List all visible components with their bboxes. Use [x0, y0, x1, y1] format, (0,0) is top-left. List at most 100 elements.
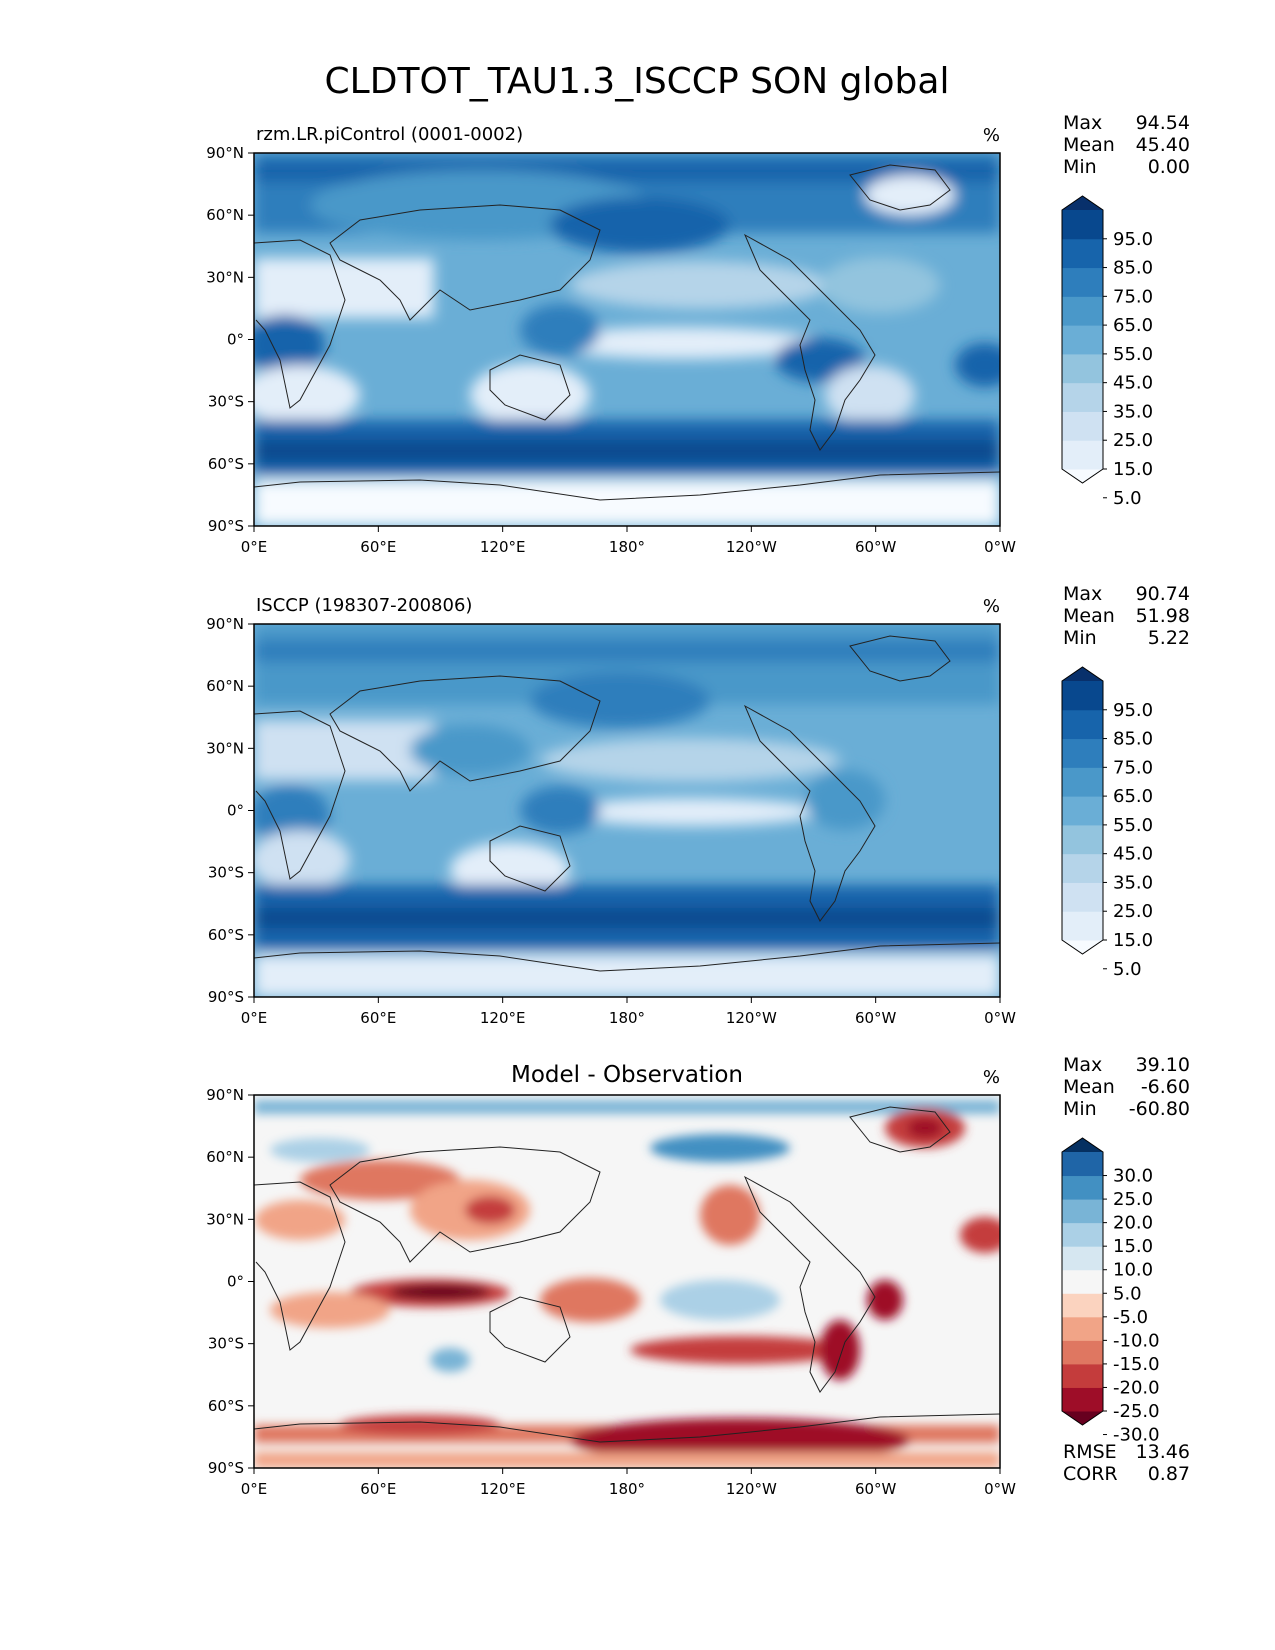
- x-tick-label: 120°W: [726, 1480, 777, 1498]
- stat-value: 94.54: [1136, 112, 1190, 134]
- colorbar-label: 95.0: [1113, 700, 1153, 721]
- panel-obs: ISCCP (198307-200806) % 90°N 60°N 30°N 0° 30…: [206, 583, 1190, 1027]
- colorbar-segment: [1062, 1199, 1103, 1224]
- x-tick-label: 120°E: [480, 1009, 526, 1027]
- colorbar-segment: [1062, 196, 1103, 210]
- panel-obs-units: %: [983, 596, 1000, 617]
- stat-value: -60.80: [1129, 1098, 1190, 1120]
- colorbar-label: 65.0: [1113, 786, 1153, 807]
- colorbar-label: -25.0: [1113, 1401, 1160, 1422]
- colorbar-segment: [1062, 238, 1103, 269]
- colorbar-label: 45.0: [1113, 844, 1153, 865]
- colorbar-segment: [1062, 1363, 1103, 1388]
- y-tick-label: 90°N: [206, 1086, 244, 1104]
- colorbar-segment: [1062, 824, 1103, 855]
- y-tick-label: 60°N: [206, 677, 244, 695]
- colorbar-label: 75.0: [1113, 757, 1153, 778]
- stat-label: Max: [1063, 583, 1102, 605]
- stat-label: Min: [1063, 627, 1097, 649]
- colorbar-label: -15.0: [1113, 1354, 1160, 1375]
- colorbar-label: -5.0: [1113, 1307, 1148, 1328]
- x-tick-label: 60°E: [360, 1480, 396, 1498]
- colorbar-segment: [1062, 440, 1103, 470]
- x-tick-label: 60°W: [855, 1480, 897, 1498]
- map-field-model: [254, 153, 1000, 526]
- colorbar-segment: [1062, 296, 1103, 326]
- colorbar-label: 65.0: [1113, 315, 1153, 336]
- colorbar-segment: [1062, 325, 1103, 355]
- colorbar-segment: [1062, 1316, 1103, 1341]
- colorbar-label: 95.0: [1113, 229, 1153, 250]
- colorbar-segment: [1062, 796, 1103, 826]
- colorbar-segment: [1062, 1293, 1103, 1318]
- x-tick-label: 0°W: [984, 1480, 1016, 1498]
- x-tick-label: 180°: [609, 538, 645, 556]
- stat-value: 45.40: [1136, 134, 1190, 156]
- x-tick-label: 60°E: [360, 538, 396, 556]
- colorbar-label: 55.0: [1113, 344, 1153, 365]
- colorbar-label: 25.0: [1113, 430, 1153, 451]
- extra-stat-value: 0.87: [1148, 1463, 1190, 1485]
- colorbar-segment: [1062, 681, 1103, 711]
- y-tick-label: 60°N: [206, 206, 244, 224]
- stat-value: 51.98: [1136, 605, 1190, 627]
- x-tick-label: 120°E: [480, 538, 526, 556]
- colorbar-segment: [1062, 709, 1103, 740]
- stat-label: Max: [1063, 1054, 1102, 1076]
- colorbar-segment: [1062, 382, 1103, 412]
- main-title: CLDTOT_TAU1.3_ISCCP SON global: [325, 61, 950, 102]
- colorbar-segment: [1062, 940, 1103, 954]
- colorbar-segment: [1062, 411, 1103, 441]
- colorbar-segment: [1062, 767, 1103, 797]
- stat-value: 39.10: [1136, 1054, 1190, 1076]
- y-tick-label: 90°S: [208, 517, 244, 535]
- y-tick-label: 60°N: [206, 1148, 244, 1166]
- x-tick-label: 60°W: [855, 1009, 897, 1027]
- y-tick-label: 30°N: [206, 268, 244, 286]
- y-tick-label: 60°S: [208, 455, 244, 473]
- x-tick-label: 0°W: [984, 538, 1016, 556]
- coastlines-diff: [254, 1106, 1000, 1443]
- colorbar-label: 15.0: [1113, 930, 1153, 951]
- colorbar-segment: [1062, 738, 1103, 768]
- stat-value: -6.60: [1141, 1076, 1190, 1098]
- extra-stat-label: RMSE: [1063, 1441, 1117, 1463]
- colorbar-label: 30.0: [1113, 1166, 1153, 1187]
- y-tick-label: 90°S: [208, 988, 244, 1006]
- colorbar-segment: [1062, 1246, 1103, 1271]
- colorbar-label: 25.0: [1113, 901, 1153, 922]
- colorbar-segment: [1062, 882, 1103, 912]
- colorbar-segment: [1062, 1411, 1103, 1425]
- stat-label: Mean: [1063, 605, 1115, 627]
- colorbar-segment: [1062, 1175, 1103, 1200]
- x-tick-label: 120°W: [726, 538, 777, 556]
- panel-obs-title: ISCCP (198307-200806): [256, 595, 472, 616]
- y-tick-label: 0°: [227, 331, 244, 349]
- colorbar-label: 20.0: [1113, 1213, 1153, 1234]
- y-tick-label: 30°N: [206, 739, 244, 757]
- x-tick-label: 0°E: [241, 1480, 268, 1498]
- panel-model-units: %: [983, 125, 1000, 146]
- colorbar-label: 25.0: [1113, 1189, 1153, 1210]
- x-tick-label: 60°E: [360, 1009, 396, 1027]
- map-field-obs: [254, 624, 1000, 997]
- colorbar-segment: [1062, 1152, 1103, 1177]
- stat-label: Min: [1063, 156, 1097, 178]
- stat-label: Mean: [1063, 1076, 1115, 1098]
- colorbar-label: -10.0: [1113, 1330, 1160, 1351]
- colorbar-label: 35.0: [1113, 872, 1153, 893]
- coastlines-obs: [254, 635, 1000, 972]
- colorbar-segment: [1062, 1222, 1103, 1247]
- colorbar-label: 85.0: [1113, 729, 1153, 750]
- panel-model-title: rzm.LR.piControl (0001-0002): [256, 124, 523, 145]
- colorbar-label: 45.0: [1113, 373, 1153, 394]
- colorbar-label: -30.0: [1113, 1425, 1160, 1446]
- colorbar-label: 15.0: [1113, 1236, 1153, 1257]
- panel-model: rzm.LR.piControl (0001-0002) % 90°N 60°N 3…: [206, 112, 1190, 556]
- colorbar-label: 5.0: [1113, 1283, 1142, 1304]
- colorbar-label: 55.0: [1113, 815, 1153, 836]
- stat-value: 0.00: [1148, 156, 1190, 178]
- y-tick-label: 60°S: [208, 1397, 244, 1415]
- y-tick-label: 90°N: [206, 615, 244, 633]
